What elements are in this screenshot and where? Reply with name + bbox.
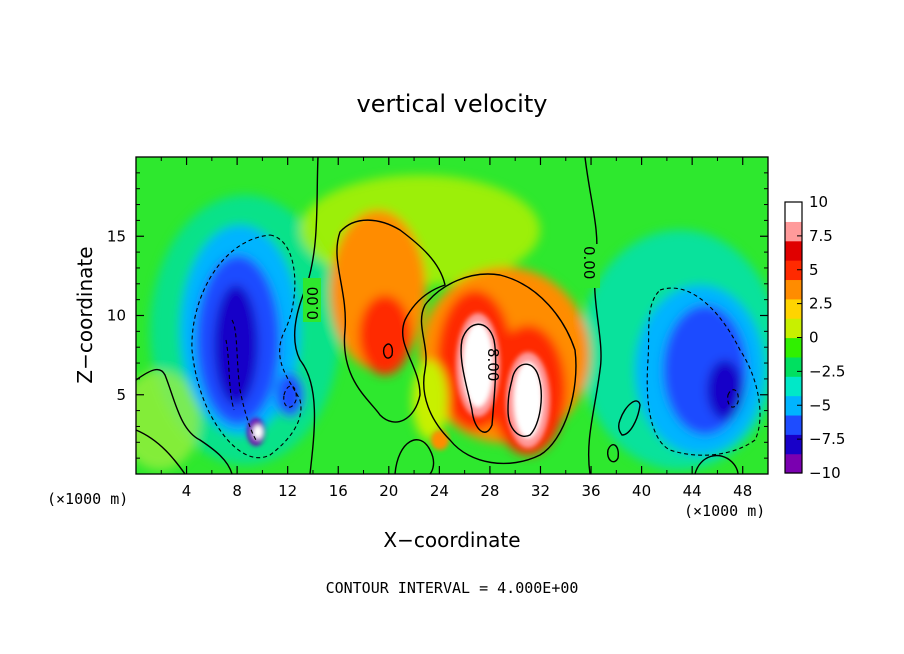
x-tick-label-11: 48	[733, 482, 752, 500]
contour-label-3: 8.00	[484, 348, 502, 381]
x-tick-label-8: 36	[581, 482, 600, 500]
contour-label-2: 0.00	[580, 246, 598, 279]
x-tick-label-1: 8	[232, 482, 242, 500]
contour-label-bg-2	[582, 244, 600, 288]
colorbar-swatch-4	[785, 376, 802, 397]
field-east-deep	[707, 360, 743, 420]
y-axis: 5 10 15	[107, 172, 768, 459]
neg-contour-west-inner	[231, 319, 257, 441]
x-tick-label-4: 20	[379, 482, 398, 500]
field-yellow-gap	[412, 360, 448, 440]
x-tick-label-10: 44	[683, 482, 702, 500]
updraft-outline-2	[420, 273, 577, 465]
colorbar-label-6: −5	[809, 396, 831, 414]
neg-contour-west-small	[283, 385, 297, 408]
x-tick-label-2: 12	[278, 482, 297, 500]
colorbar-label-2: 5	[809, 261, 819, 279]
negative-contours	[191, 234, 761, 459]
x-axis: 4 8 12 16 20 24 28 32 36 40 44 48	[160, 157, 752, 500]
contours	[136, 157, 739, 474]
field-west-white	[253, 425, 263, 439]
colorbar-label-8: −10	[809, 464, 841, 482]
colorbar-label-3: 2.5	[809, 295, 833, 313]
y-tick-label-1: 10	[107, 307, 126, 325]
updraft-8-contour-3	[507, 363, 542, 437]
colorbar-swatch-9	[785, 279, 802, 300]
colorbar-swatch-0	[785, 453, 802, 474]
contour-interval-text: CONTOUR INTERVAL = 4.000E+00	[326, 579, 579, 597]
x-tick-label-6: 28	[480, 482, 499, 500]
x-tick-label-0: 4	[182, 482, 192, 500]
zero-contour-lowerleft	[136, 368, 233, 474]
zero-contour-west	[293, 157, 319, 474]
y-tick-label-0: 5	[116, 386, 126, 404]
field-west-deep	[214, 285, 258, 405]
x-tick-label-9: 40	[632, 482, 651, 500]
chart-title: vertical velocity	[357, 90, 548, 118]
y-axis-title: Z−coordinate	[73, 246, 97, 383]
colorbar-swatch-7	[785, 318, 802, 339]
y-tick-label-2: 15	[107, 227, 126, 245]
field-updraft1-red	[359, 295, 411, 375]
field-updraft2-white	[463, 323, 493, 407]
colorbar-swatch-6	[785, 337, 802, 358]
x-unit-left: (×1000 m)	[47, 490, 128, 508]
small-contour-3	[606, 444, 620, 463]
neg-contour-east-small	[727, 389, 739, 408]
colorbar-swatch-1	[785, 434, 802, 455]
field-updraft3-white	[514, 362, 542, 438]
colorbar-swatch-13	[785, 202, 802, 222]
small-contour-2	[617, 400, 641, 436]
x-tick-label-3: 16	[329, 482, 348, 500]
x-tick-label-7: 32	[531, 482, 550, 500]
colorbar-swatch-11	[785, 240, 802, 261]
updraft-8-contour-2	[460, 323, 497, 433]
colorbar-swatch-2	[785, 414, 802, 435]
small-contour-5	[394, 439, 435, 474]
colorbar-swatch-5	[785, 356, 802, 377]
field-yellow-lowerleft	[136, 370, 200, 470]
colorbar-label-0: 10	[809, 193, 828, 211]
neg-contour-west	[191, 234, 302, 459]
contour-label-bg-1	[303, 278, 321, 322]
x-tick-label-5: 24	[430, 482, 449, 500]
contour-labels: 0.00 0.00 8.00	[303, 244, 600, 381]
colorbar-label-5: −2.5	[809, 362, 845, 380]
updraft-outline-1	[336, 219, 446, 423]
plot-area	[136, 157, 768, 474]
small-contour-4	[694, 454, 739, 474]
x-unit-right: (×1000 m)	[684, 502, 765, 520]
colorbar-swatch-3	[785, 395, 802, 416]
neg-contour-west-inner2	[225, 339, 235, 411]
colorbar-swatch-12	[785, 221, 802, 242]
zero-contour-east	[584, 157, 602, 474]
contour-label-1: 0.00	[304, 287, 322, 320]
neg-contour-east	[646, 287, 761, 456]
small-contour-1	[382, 343, 394, 359]
zero-contour-base	[136, 429, 186, 474]
field-west-small	[276, 373, 304, 417]
colorbar-label-1: 7.5	[809, 227, 833, 245]
colorbar-label-7: −7.5	[809, 430, 845, 448]
colorbar-swatch-8	[785, 298, 802, 319]
colorbar-label-4: 0	[809, 329, 819, 347]
colorbar-swatch-10	[785, 260, 802, 281]
x-axis-title: X−coordinate	[383, 528, 520, 552]
colorbar: 10 7.5 5 2.5 0 −2.5 −5 −7.5 −10	[784, 193, 845, 482]
field-small-orange	[431, 430, 449, 450]
